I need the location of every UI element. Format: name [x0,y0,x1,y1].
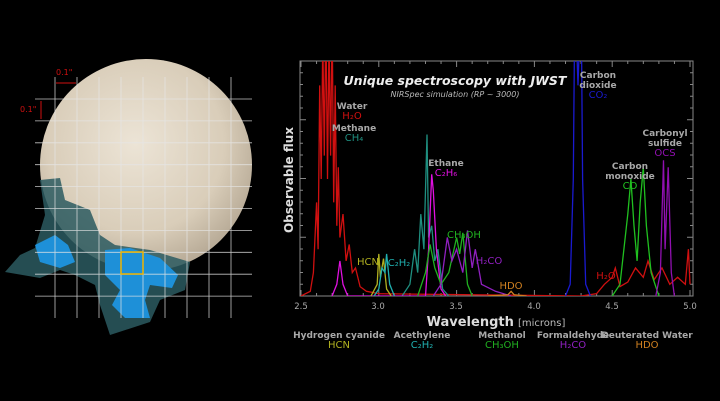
spectra [300,61,691,296]
chart-title: Unique spectroscopy with JWST [343,73,567,88]
scale-label-horizontal: 0.1" [56,68,73,77]
series-line-methanol [417,232,473,296]
label-formaldehyde: H₂CO [475,256,503,267]
label-hcn: HCN [357,257,379,268]
legend-item-acetylene: Acethylene C₂H₂ [393,331,451,351]
series-line-ethane [331,174,447,296]
label-methanol: CH₃OH [447,230,481,241]
series-line-deuterated-water [487,290,527,296]
x-tick-label: 4.0 [527,302,541,312]
series-line-methane [401,134,450,296]
label-hdo: HDO [499,281,523,292]
coordinate-grid [35,77,252,318]
scale-markers [40,82,76,119]
x-axis-title: Wavelength [426,315,514,330]
x-axis-unit: [microns] [518,318,566,329]
series-line-carbonyl-sulfide [655,160,676,296]
axis-ticks [300,60,693,297]
x-tick-label: 4.5 [605,302,619,312]
series-line-acethylene [373,253,396,296]
legend-item-hcn: Hydrogen cyanide HCN [293,331,385,351]
label-ethane: Ethane C₂H₆ [428,159,464,179]
highlight-pixel [120,251,144,275]
series-line-formaldehyde [432,230,512,296]
x-tick-label: 3.5 [449,302,463,312]
x-tick-label: 2.5 [294,302,308,312]
series-line-carbon-dioxide [564,61,592,296]
series-line-carbon-monoxide [611,167,660,296]
series-line-water [300,61,691,296]
annotation-water-4um: H₂O [596,271,616,282]
label-carbon-monoxide: Carbon monoxide CO [605,162,655,192]
chart-subtitle: NIRSpec simulation (RP ~ 3000) [390,90,520,99]
label-water: Water H₂O [336,102,368,122]
label-carbonyl-sulfide: Carbonyl sulfide OCS [642,129,688,159]
scale-label-vertical: 0.1" [20,105,37,114]
label-acetylene: C₂H₂ [387,258,411,269]
y-axis-label: Observable flux [282,126,296,234]
x-axis-label: Wavelength [microns] [427,315,566,330]
x-tick-label: 3.0 [371,302,385,312]
legend-item-formaldehyde: Formaldehyde H₂CO [536,331,610,351]
label-carbon-dioxide: Carbon dioxide CO₂ [579,71,617,101]
legend-item-methanol: Methanol CH₃OH [478,331,526,351]
legend-item-hdo: Deuterated Water HDO [601,331,693,351]
label-methane: Methane CH₄ [331,124,377,144]
x-tick-label: 5.0 [683,302,697,312]
